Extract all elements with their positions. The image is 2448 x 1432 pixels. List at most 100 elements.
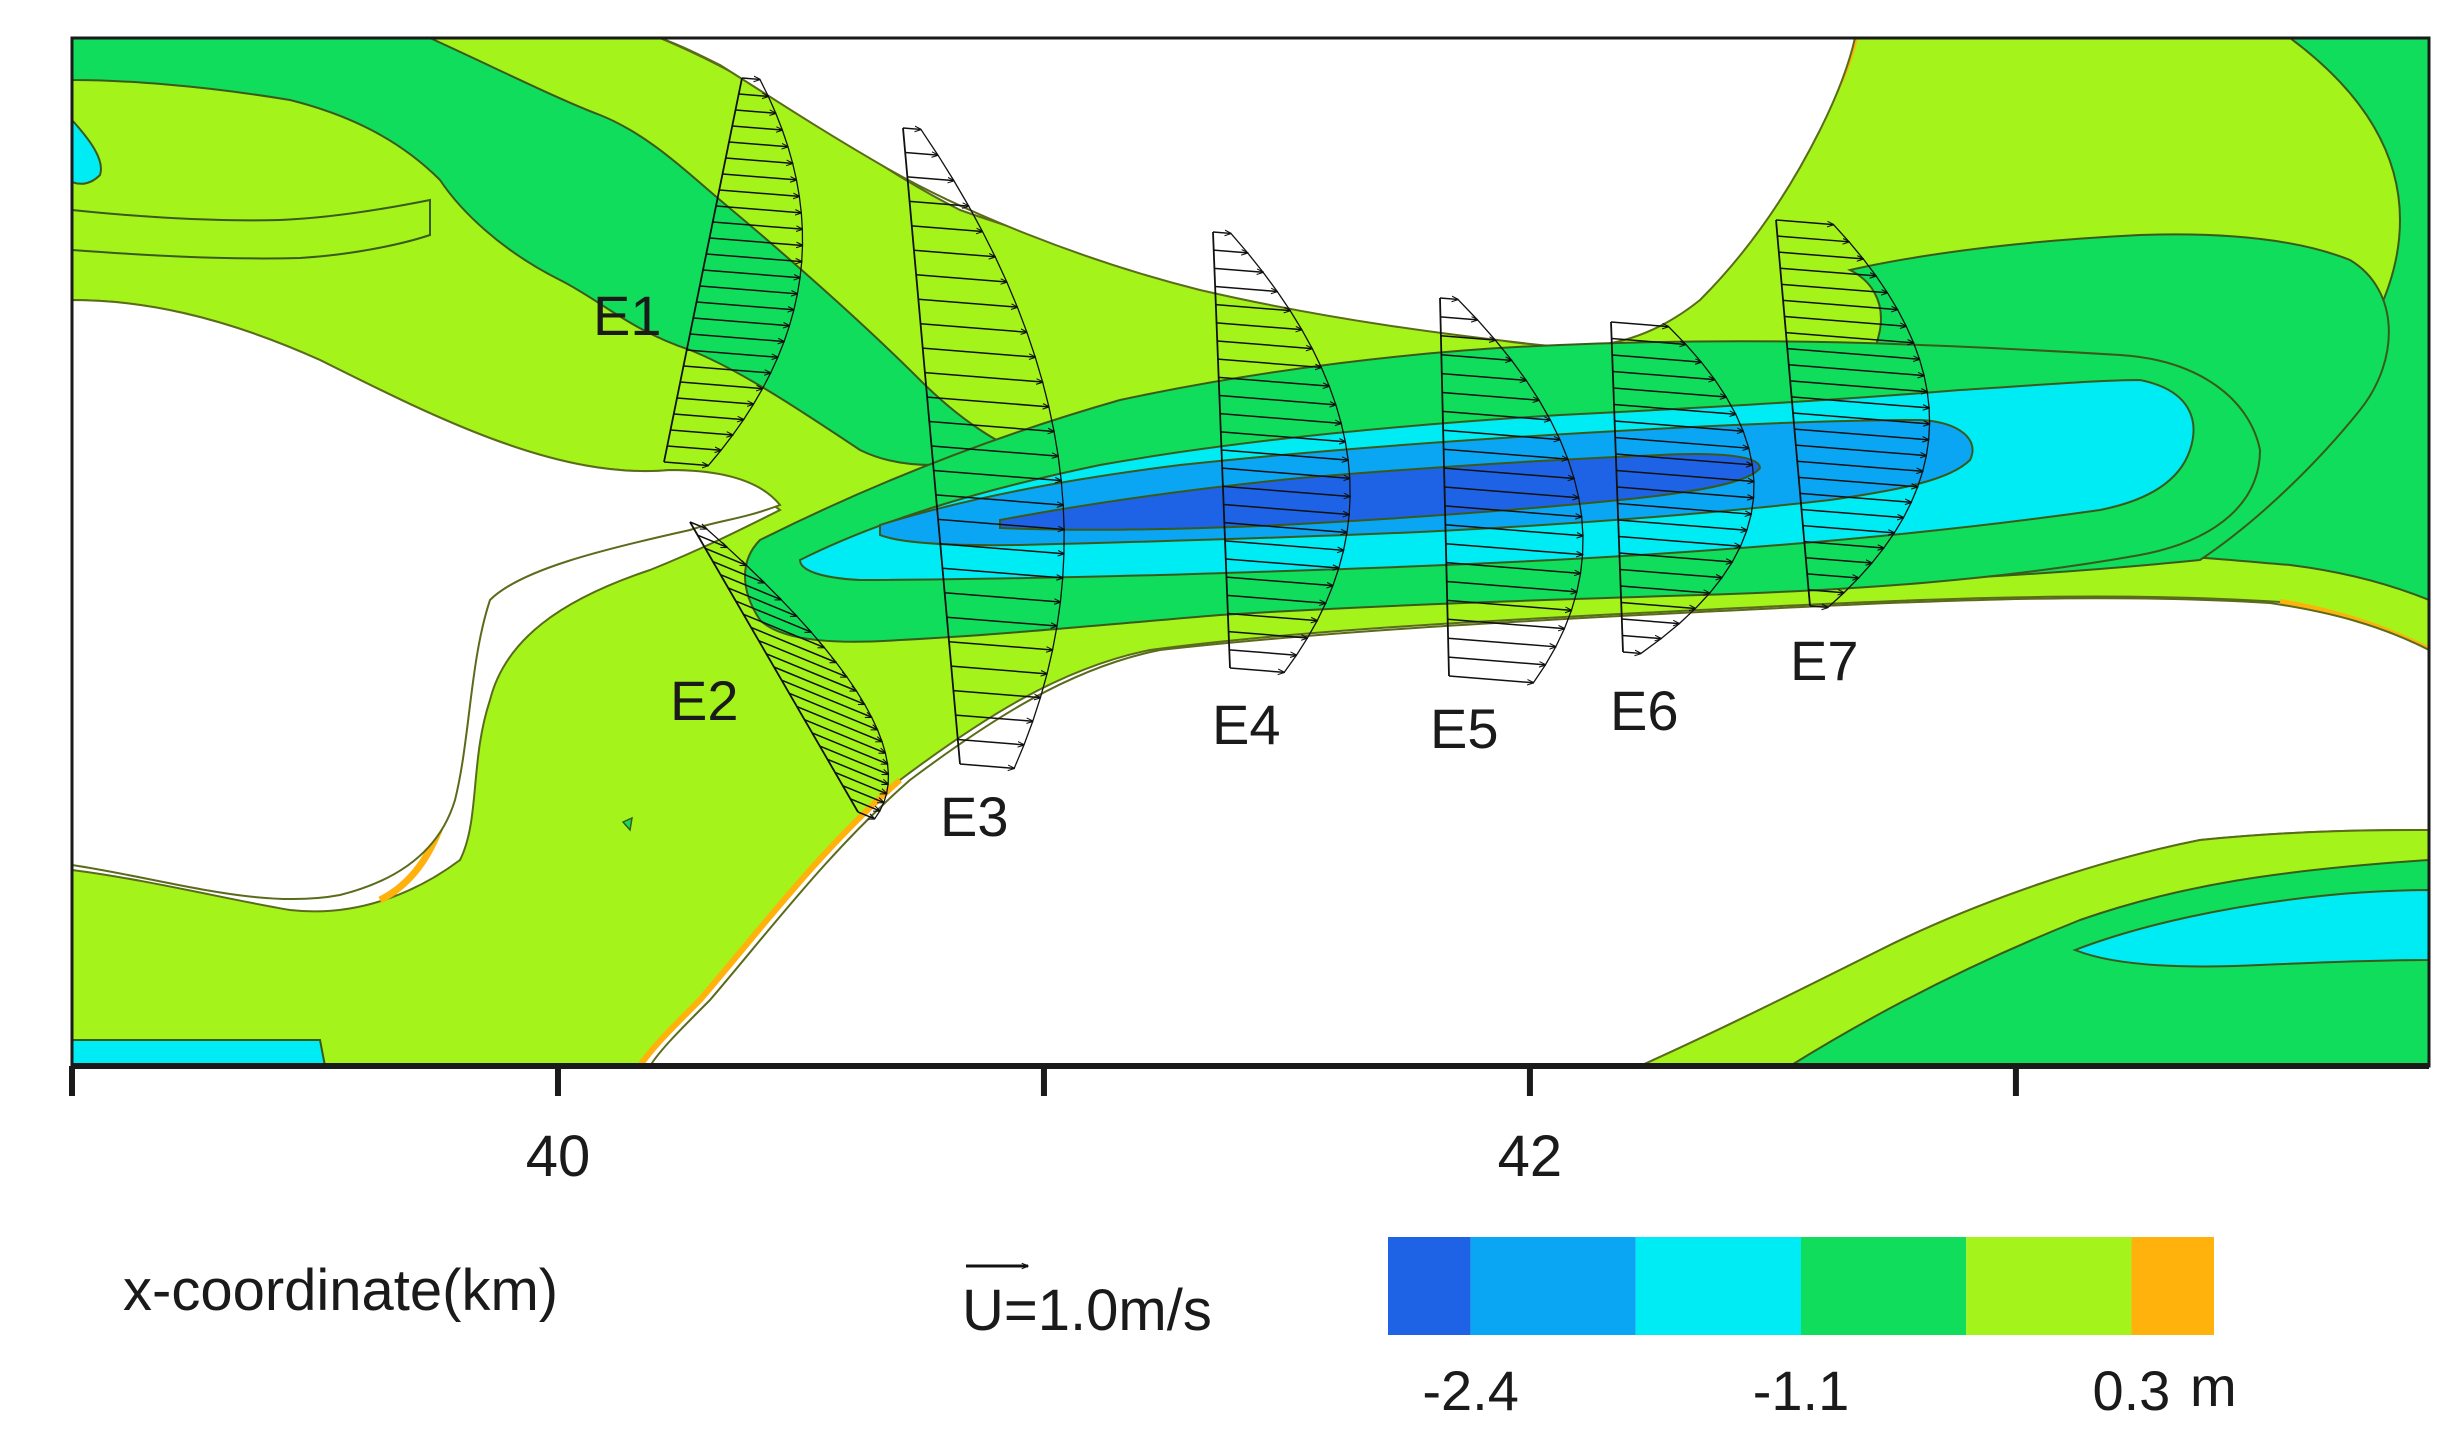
vector-scale-legend: U=1.0m/s <box>962 1266 1212 1343</box>
velocity-arrow <box>1218 376 1330 386</box>
colorbar-swatch <box>1470 1237 1636 1335</box>
velocity-arrow <box>1448 656 1546 665</box>
velocity-arrow <box>1778 251 1863 259</box>
velocity-arrow <box>931 445 1059 456</box>
velocity-arrow <box>1615 436 1749 449</box>
velocity-arrow <box>951 665 1047 674</box>
colorbar-swatch <box>1801 1237 1967 1335</box>
velocity-arrow <box>1217 358 1321 367</box>
velocity-arrow <box>1615 453 1753 465</box>
velocity-arrow <box>1622 634 1661 639</box>
velocity-arrow <box>686 349 778 357</box>
section-label: E4 <box>1212 693 1281 756</box>
velocity-arrow <box>741 78 760 79</box>
land-upper-island <box>659 38 1857 348</box>
velocity-arrow <box>1801 508 1904 518</box>
velocity-arrow <box>916 274 1007 282</box>
velocity-arrow <box>1441 353 1511 361</box>
velocity-arrow <box>1611 337 1686 345</box>
velocity-arrow <box>911 225 983 232</box>
velocity-arrow <box>1618 519 1747 530</box>
velocity-arrow <box>927 396 1049 407</box>
velocity-arrow <box>1809 606 1828 607</box>
colorbar-swatch <box>1388 1237 1471 1335</box>
x-tick-label: 40 <box>526 1124 591 1189</box>
velocity-arrow <box>905 152 938 155</box>
section-label: E3 <box>940 785 1009 848</box>
velocity-arrow <box>1790 380 1927 392</box>
velocity-arrow <box>811 732 887 764</box>
velocity-arrow <box>689 521 707 529</box>
contour-zone-channel-deepest <box>999 453 1762 531</box>
contour-field <box>72 38 2429 1066</box>
velocity-arrow <box>1228 630 1308 638</box>
velocity-arrow <box>673 413 744 420</box>
velocity-arrow <box>1215 285 1277 292</box>
velocity-envelope <box>1827 224 1931 608</box>
velocity-arrow <box>735 109 776 113</box>
colorbar-swatch <box>1966 1237 2132 1335</box>
velocity-arrow <box>670 429 733 435</box>
velocity-envelope <box>706 528 890 820</box>
velocity-arrow <box>697 534 727 547</box>
velocity-arrow <box>1619 552 1732 562</box>
velocity-arrow <box>1215 303 1290 311</box>
velocity-arrow <box>735 600 811 632</box>
velocity-arrow <box>834 771 886 793</box>
velocity-arrow <box>929 420 1054 432</box>
land-lower-left <box>72 298 782 901</box>
velocity-arrow <box>948 640 1053 650</box>
velocity-arrow <box>857 811 875 819</box>
velocity-arrow <box>1621 601 1695 609</box>
velocity-arrow <box>725 157 793 163</box>
velocity-arrow <box>715 205 801 213</box>
velocity-arrow <box>1794 428 1928 440</box>
velocity-arrow <box>1443 448 1568 459</box>
velocity-arrow <box>720 574 782 600</box>
velocity-arrow <box>1443 467 1574 478</box>
velocity-arrow <box>935 494 1063 505</box>
contour-zone-upper-left-shoal-inset <box>72 198 431 260</box>
velocity-arrow <box>676 397 754 404</box>
velocity-arrow <box>719 189 799 196</box>
velocity-arrow <box>1446 580 1577 592</box>
velocity-arrow <box>709 237 803 245</box>
velocity-arrow <box>1617 502 1752 515</box>
x-axis-label: x-coordinate(km) <box>123 1258 558 1323</box>
velocity-arrow <box>689 333 784 342</box>
velocity-arrow <box>702 269 800 278</box>
velocity-arrow <box>781 679 872 717</box>
velocity-arrow <box>953 689 1040 698</box>
velocity-arrow <box>732 125 782 130</box>
velocity-arrow <box>1442 410 1551 420</box>
colorbar-tick-label: 0.3 <box>2092 1359 2170 1422</box>
velocity-arrow <box>1447 618 1565 628</box>
velocity-arrow <box>1444 505 1582 517</box>
velocity-vector-sections <box>663 78 1931 820</box>
colorbar-swatch <box>1635 1237 1801 1335</box>
velocity-arrow <box>918 298 1017 307</box>
contour-zone-lower-right-mid <box>2072 888 2429 968</box>
section-label: E7 <box>1790 629 1859 692</box>
velocity-arrow <box>1223 503 1350 515</box>
velocity-arrow <box>738 94 769 96</box>
velocity-arrow <box>1222 485 1350 496</box>
velocity-arrow <box>1620 585 1710 593</box>
velocity-arrow <box>1224 540 1344 550</box>
velocity-arrow <box>750 626 836 662</box>
velocity-arrow <box>704 547 746 565</box>
colorbar-unit: m <box>2190 1355 2237 1418</box>
velocity-arrow <box>1783 299 1897 309</box>
velocity-arrow <box>1616 486 1754 498</box>
velocity-arrow <box>1229 649 1296 655</box>
velocity-arrow <box>1225 558 1339 568</box>
velocity-arrow <box>1788 364 1924 376</box>
contour-zone-upper-left-shallow <box>72 38 1024 466</box>
velocity-arrow <box>1213 250 1248 253</box>
velocity-arrow <box>1618 535 1741 547</box>
velocity-arrow <box>1220 431 1346 442</box>
velocity-arrow <box>693 317 789 326</box>
velocity-arrow <box>1212 232 1231 233</box>
vector-scale-value: =1.0m/s <box>1004 1278 1212 1343</box>
velocity-arrow <box>1622 652 1641 653</box>
